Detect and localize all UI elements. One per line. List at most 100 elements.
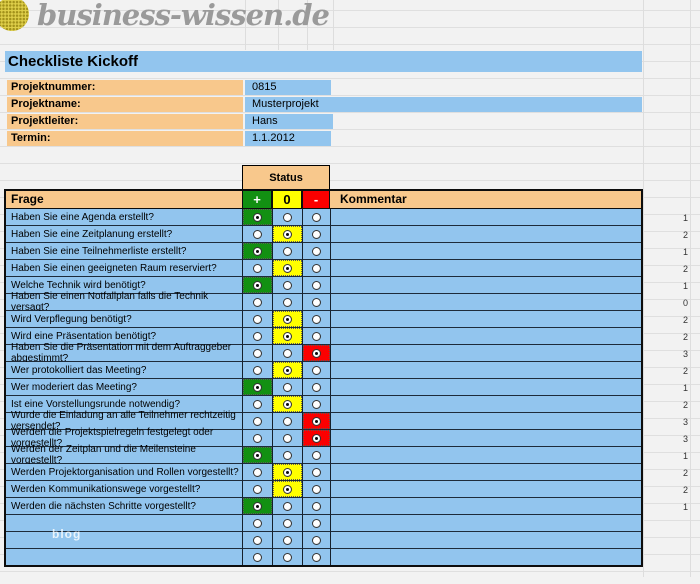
radio-plus[interactable] [253, 365, 262, 375]
comment-cell[interactable] [330, 481, 642, 498]
radio-plus[interactable] [253, 535, 262, 545]
radio-minus[interactable] [312, 331, 321, 341]
status-cell-minus [302, 328, 330, 345]
score-value: 1 [682, 212, 688, 223]
comment-cell[interactable] [330, 328, 642, 345]
comment-cell[interactable] [330, 413, 642, 430]
status-cell-minus [302, 260, 330, 277]
radio-minus[interactable] [312, 399, 321, 409]
question-cell: Ist eine Vorstellungsrunde notwendig? [5, 396, 242, 413]
comment-cell[interactable] [330, 549, 642, 566]
radio-zero[interactable] [283, 297, 292, 307]
score-value: 2 [682, 331, 688, 342]
comment-cell[interactable] [330, 447, 642, 464]
form-field-value[interactable]: 0815 [245, 80, 331, 95]
radio-zero[interactable] [283, 314, 292, 324]
form-field-value[interactable]: 1.1.2012 [245, 131, 331, 146]
status-cell-zero [272, 413, 302, 430]
question-cell: Wurde die Einladung an alle Teilnehmer r… [5, 410, 242, 432]
radio-plus[interactable] [253, 297, 262, 307]
radio-zero[interactable] [283, 535, 292, 545]
comment-cell[interactable] [330, 515, 642, 532]
radio-minus[interactable] [312, 246, 321, 256]
comment-cell[interactable] [330, 260, 642, 277]
question-cell: Haben Sie eine Teilnehmerliste erstellt? [5, 243, 242, 260]
radio-plus[interactable] [253, 484, 262, 494]
radio-plus[interactable] [253, 552, 262, 562]
radio-plus[interactable] [253, 212, 262, 222]
radio-minus[interactable] [312, 467, 321, 477]
radio-minus[interactable] [312, 365, 321, 375]
form-field-value[interactable]: Musterprojekt [245, 97, 642, 112]
radio-minus[interactable] [312, 297, 321, 307]
comment-cell[interactable] [330, 362, 642, 379]
radio-zero[interactable] [283, 212, 292, 222]
radio-zero[interactable] [283, 416, 292, 426]
comment-cell[interactable] [330, 277, 642, 294]
radio-zero[interactable] [283, 229, 292, 239]
comment-cell[interactable] [330, 464, 642, 481]
radio-minus[interactable] [312, 535, 321, 545]
status-cell-plus [242, 209, 272, 226]
radio-plus[interactable] [253, 467, 262, 477]
status-cell-plus [242, 464, 272, 481]
comment-cell[interactable] [330, 532, 642, 549]
radio-minus[interactable] [312, 263, 321, 273]
form-field-value[interactable]: Hans Mustermann [245, 114, 333, 142]
radio-zero[interactable] [283, 433, 292, 443]
radio-plus[interactable] [253, 280, 262, 290]
comment-cell[interactable] [330, 345, 642, 362]
comment-cell[interactable] [330, 396, 642, 413]
radio-minus[interactable] [312, 433, 321, 443]
comment-cell[interactable] [330, 243, 642, 260]
radio-minus[interactable] [312, 314, 321, 324]
radio-zero[interactable] [283, 399, 292, 409]
radio-plus[interactable] [253, 501, 262, 511]
radio-plus[interactable] [253, 399, 262, 409]
status-cell-minus [302, 464, 330, 481]
radio-zero[interactable] [283, 467, 292, 477]
comment-cell[interactable] [330, 294, 642, 311]
radio-zero[interactable] [283, 263, 292, 273]
radio-plus[interactable] [253, 416, 262, 426]
radio-minus[interactable] [312, 484, 321, 494]
comment-cell[interactable] [330, 311, 642, 328]
radio-plus[interactable] [253, 433, 262, 443]
radio-plus[interactable] [253, 246, 262, 256]
radio-minus[interactable] [312, 552, 321, 562]
radio-zero[interactable] [283, 280, 292, 290]
radio-minus[interactable] [312, 212, 321, 222]
radio-plus[interactable] [253, 331, 262, 341]
radio-minus[interactable] [312, 518, 321, 528]
comment-cell[interactable] [330, 379, 642, 396]
radio-zero[interactable] [283, 348, 292, 358]
radio-plus[interactable] [253, 518, 262, 528]
radio-minus[interactable] [312, 416, 321, 426]
comment-cell[interactable] [330, 226, 642, 243]
comment-cell[interactable] [330, 430, 642, 447]
radio-zero[interactable] [283, 484, 292, 494]
radio-zero[interactable] [283, 552, 292, 562]
radio-zero[interactable] [283, 501, 292, 511]
radio-plus[interactable] [253, 382, 262, 392]
radio-minus[interactable] [312, 382, 321, 392]
radio-zero[interactable] [283, 246, 292, 256]
checklist-row: Wird Verpflegung benötigt? 2 [5, 311, 695, 328]
comment-cell[interactable] [330, 209, 642, 226]
radio-zero[interactable] [283, 365, 292, 375]
radio-plus[interactable] [253, 450, 262, 460]
radio-zero[interactable] [283, 450, 292, 460]
radio-minus[interactable] [312, 280, 321, 290]
radio-plus[interactable] [253, 263, 262, 273]
radio-zero[interactable] [283, 331, 292, 341]
radio-minus[interactable] [312, 229, 321, 239]
radio-minus[interactable] [312, 501, 321, 511]
radio-minus[interactable] [312, 348, 321, 358]
radio-zero[interactable] [283, 382, 292, 392]
radio-plus[interactable] [253, 314, 262, 324]
radio-minus[interactable] [312, 450, 321, 460]
radio-zero[interactable] [283, 518, 292, 528]
radio-plus[interactable] [253, 348, 262, 358]
radio-plus[interactable] [253, 229, 262, 239]
comment-cell[interactable] [330, 498, 642, 515]
